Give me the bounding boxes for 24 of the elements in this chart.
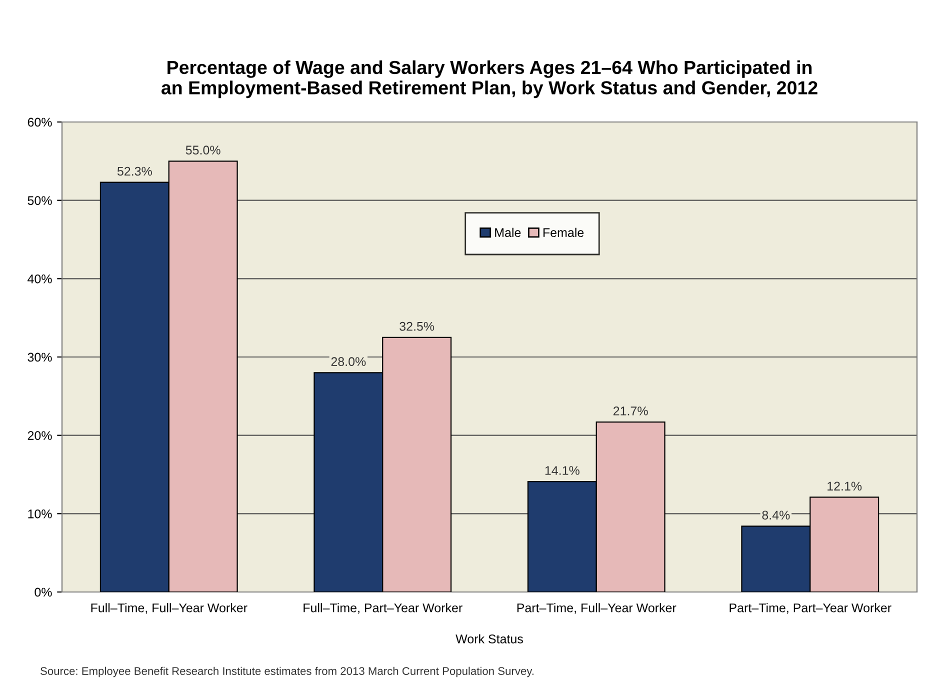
data-label: 55.0% — [186, 146, 220, 155]
x-tick-label: Part–Time, Part–Year Worker — [730, 603, 892, 614]
chart-title: Percentage of Wage and Salary Workers Ages 21–64 Who Participated in an Employment-Based Retirement Plan, by Work Status and Gender, 2012 — [161, 60, 818, 98]
data-label: 52.3% — [117, 166, 152, 176]
x-tick-label: Full–Time, Part–Year Worker — [304, 603, 462, 614]
x-tick-label: Part–Time, Full–Year Worker — [517, 603, 676, 614]
legend-label: Male — [495, 228, 521, 238]
y-tick-label: 10% — [28, 509, 52, 518]
legend-label: Female — [543, 228, 584, 238]
data-label: 14.1% — [545, 466, 580, 475]
y-tick-label: 0% — [34, 588, 52, 597]
data-label: 12.1% — [828, 482, 862, 491]
y-tick-label: 50% — [28, 196, 52, 205]
data-label: 28.0% — [331, 357, 366, 366]
y-tick-label: 60% — [28, 118, 52, 127]
y-tick-label: 40% — [28, 274, 52, 284]
data-label: 8.4% — [762, 510, 790, 520]
x-axis-title: Work Status — [456, 634, 523, 644]
data-label: 32.5% — [400, 322, 434, 331]
source-note: Source: Employee Benefit Research Institute estimates from 2013 March Current Population Survey. — [40, 666, 534, 678]
y-tick-label: 20% — [28, 431, 52, 440]
y-tick-label: 30% — [28, 352, 52, 362]
x-tick-label: Full–Time, Full–Year Worker — [91, 603, 248, 614]
data-label: 21.7% — [613, 406, 648, 416]
